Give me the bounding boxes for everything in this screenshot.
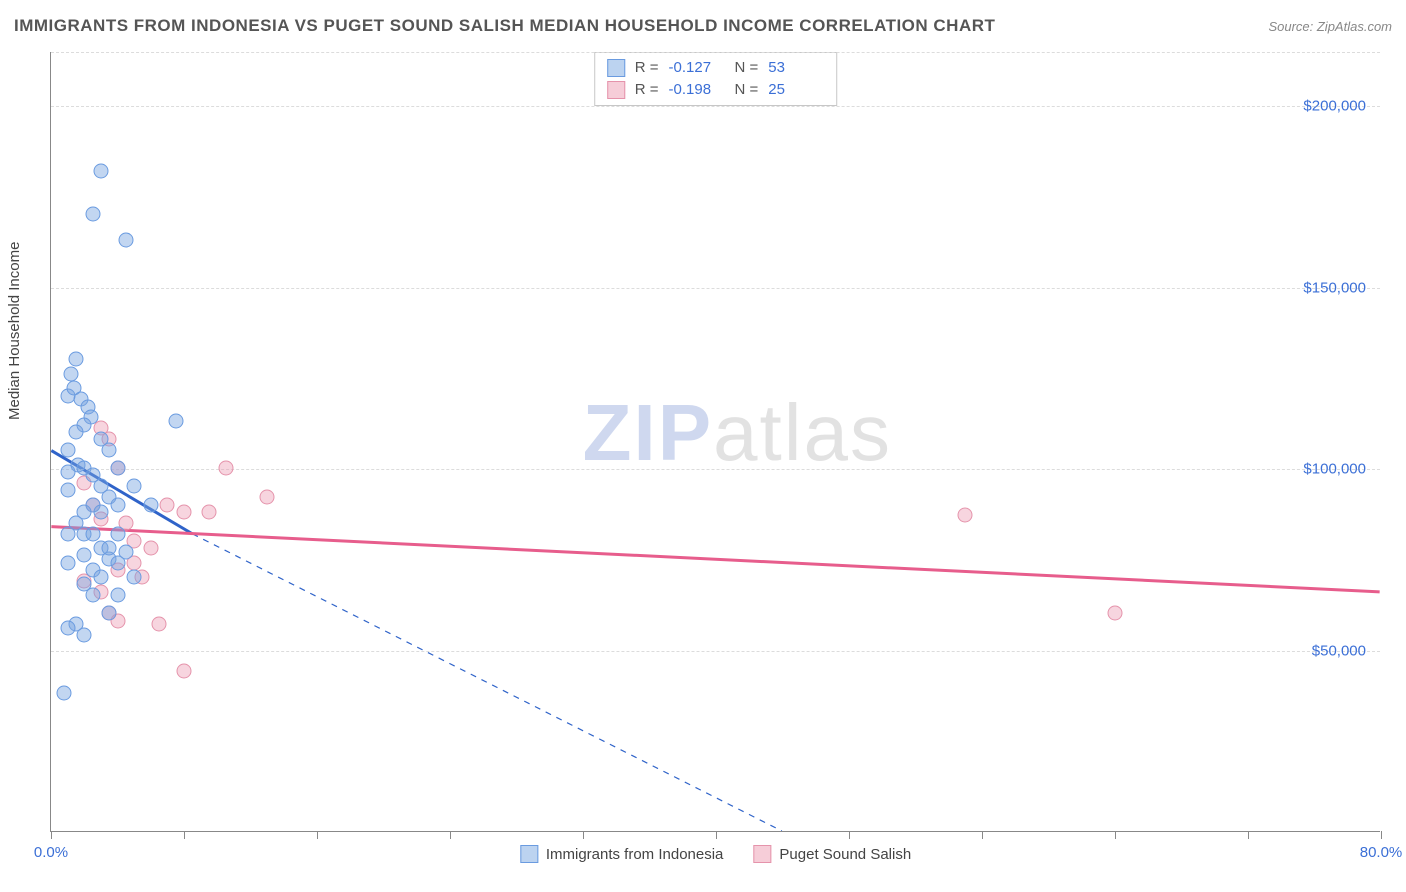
data-point-a xyxy=(93,163,108,178)
data-point-a xyxy=(102,541,117,556)
data-point-a xyxy=(77,628,92,643)
data-point-a xyxy=(110,588,125,603)
x-tick xyxy=(1381,831,1382,839)
data-point-a xyxy=(60,443,75,458)
data-point-b xyxy=(260,490,275,505)
data-point-b xyxy=(177,504,192,519)
y-tick-label: $50,000 xyxy=(1312,642,1372,659)
series-legend: Immigrants from Indonesia Puget Sound Sa… xyxy=(520,845,911,863)
swatch-series-b xyxy=(607,81,625,99)
watermark: ZIPatlas xyxy=(583,387,892,479)
data-point-a xyxy=(110,526,125,541)
data-point-a xyxy=(63,366,78,381)
legend-label-a: Immigrants from Indonesia xyxy=(546,846,724,863)
x-tick xyxy=(317,831,318,839)
data-point-b xyxy=(218,461,233,476)
data-point-b xyxy=(1108,606,1123,621)
correlation-legend: R = -0.127 N = 53 R = -0.198 N = 25 xyxy=(594,52,838,106)
n-value-a: 53 xyxy=(768,57,824,79)
gridline-h xyxy=(51,469,1380,470)
data-point-a xyxy=(93,570,108,585)
data-point-b xyxy=(177,664,192,679)
data-point-a xyxy=(85,526,100,541)
swatch-a-icon xyxy=(520,845,538,863)
x-tick-label-start: 0.0% xyxy=(34,844,68,861)
legend-label-b: Puget Sound Salish xyxy=(779,846,911,863)
data-point-a xyxy=(102,443,117,458)
y-tick-label: $200,000 xyxy=(1303,98,1372,115)
data-point-a xyxy=(110,497,125,512)
data-point-a xyxy=(102,606,117,621)
n-value-b: 25 xyxy=(768,79,824,101)
gridline-h xyxy=(51,288,1380,289)
data-point-a xyxy=(110,461,125,476)
data-point-a xyxy=(93,504,108,519)
data-point-a xyxy=(127,479,142,494)
data-point-b xyxy=(201,504,216,519)
n-label-a: N = xyxy=(735,57,759,79)
data-point-a xyxy=(68,352,83,367)
y-axis-label: Median Household Income xyxy=(6,242,23,420)
x-tick xyxy=(849,831,850,839)
y-tick-label: $100,000 xyxy=(1303,461,1372,478)
data-point-a xyxy=(60,482,75,497)
legend-item-a: Immigrants from Indonesia xyxy=(520,845,724,863)
chart-title: IMMIGRANTS FROM INDONESIA VS PUGET SOUND… xyxy=(14,16,995,36)
r-value-b: -0.198 xyxy=(669,79,725,101)
r-label-b: R = xyxy=(635,79,659,101)
data-point-b xyxy=(152,617,167,632)
r-value-a: -0.127 xyxy=(669,57,725,79)
data-point-a xyxy=(60,464,75,479)
data-point-a xyxy=(77,548,92,563)
watermark-zip: ZIP xyxy=(583,388,713,477)
data-point-a xyxy=(60,620,75,635)
data-point-a xyxy=(127,570,142,585)
title-bar: IMMIGRANTS FROM INDONESIA VS PUGET SOUND… xyxy=(14,12,1392,40)
data-point-a xyxy=(60,526,75,541)
x-tick xyxy=(450,831,451,839)
data-point-a xyxy=(85,207,100,222)
trend-lines-svg xyxy=(51,52,1380,831)
x-tick xyxy=(583,831,584,839)
x-tick xyxy=(1248,831,1249,839)
plot-area: ZIPatlas R = -0.127 N = 53 R = -0.198 N … xyxy=(50,52,1380,832)
data-point-a xyxy=(143,497,158,512)
data-point-a xyxy=(110,555,125,570)
data-point-a xyxy=(57,686,72,701)
swatch-series-a xyxy=(607,59,625,77)
x-tick xyxy=(982,831,983,839)
data-point-b xyxy=(143,541,158,556)
y-tick-label: $150,000 xyxy=(1303,279,1372,296)
x-tick xyxy=(51,831,52,839)
data-point-a xyxy=(118,232,133,247)
gridline-h xyxy=(51,106,1380,107)
data-point-a xyxy=(168,414,183,429)
correlation-row-b: R = -0.198 N = 25 xyxy=(607,79,825,101)
data-point-a xyxy=(68,424,83,439)
data-point-b xyxy=(958,508,973,523)
x-tick xyxy=(716,831,717,839)
source-attribution: Source: ZipAtlas.com xyxy=(1268,19,1392,34)
legend-item-b: Puget Sound Salish xyxy=(753,845,911,863)
data-point-b xyxy=(160,497,175,512)
r-label-a: R = xyxy=(635,57,659,79)
data-point-a xyxy=(60,555,75,570)
data-point-a xyxy=(85,588,100,603)
n-label-b: N = xyxy=(735,79,759,101)
x-tick-label-end: 80.0% xyxy=(1360,844,1403,861)
gridline-h xyxy=(51,52,1380,53)
watermark-atlas: atlas xyxy=(713,388,892,477)
correlation-row-a: R = -0.127 N = 53 xyxy=(607,57,825,79)
swatch-b-icon xyxy=(753,845,771,863)
chart-container: IMMIGRANTS FROM INDONESIA VS PUGET SOUND… xyxy=(0,0,1406,892)
gridline-h xyxy=(51,651,1380,652)
x-tick xyxy=(1115,831,1116,839)
x-tick xyxy=(184,831,185,839)
